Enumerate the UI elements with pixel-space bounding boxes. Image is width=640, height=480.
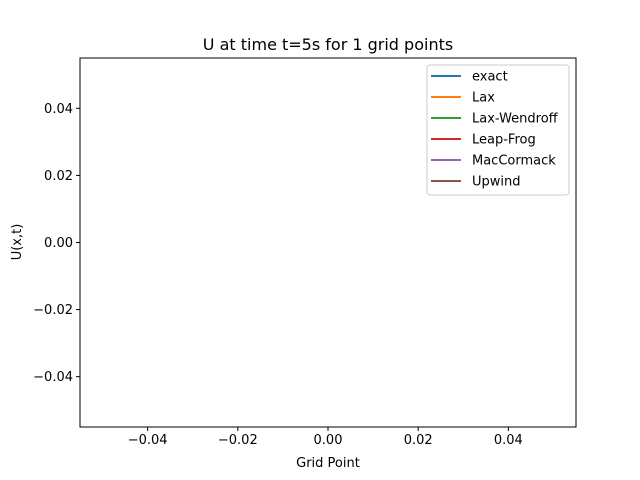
y-tick-label: 0.04: [44, 102, 73, 117]
x-tick-label: −0.02: [218, 433, 258, 448]
y-tick-label: 0.02: [44, 169, 73, 184]
chart-title: U at time t=5s for 1 grid points: [203, 35, 453, 54]
legend: exact Lax Lax-Wendroff Leap-Frog MacCormack U…: [426, 64, 570, 196]
y-tick-label: −0.04: [33, 370, 73, 385]
y-tick-label: −0.02: [33, 303, 73, 318]
x-tick-label: 0.04: [494, 433, 523, 448]
x-axis-label: Grid Point: [296, 456, 360, 471]
legend-label: MacCormack: [472, 154, 556, 169]
y-tick-label: 0.00: [44, 236, 73, 251]
x-tick-label: 0.02: [404, 433, 433, 448]
x-tick-label: 0.00: [314, 433, 343, 448]
x-axis: −0.04 −0.02 0.00 0.02 0.04: [128, 427, 523, 448]
legend-label: Upwind: [472, 175, 521, 190]
legend-label: Leap-Frog: [472, 133, 536, 148]
x-tick-label: −0.04: [128, 433, 168, 448]
y-axis: −0.04 −0.02 0.00 0.02 0.04: [33, 102, 80, 385]
legend-frame: [426, 64, 570, 196]
y-axis-label: U(x,t): [10, 224, 25, 261]
legend-label: Lax-Wendroff: [472, 112, 559, 127]
legend-label: exact: [472, 70, 508, 85]
legend-label: Lax: [472, 91, 495, 106]
